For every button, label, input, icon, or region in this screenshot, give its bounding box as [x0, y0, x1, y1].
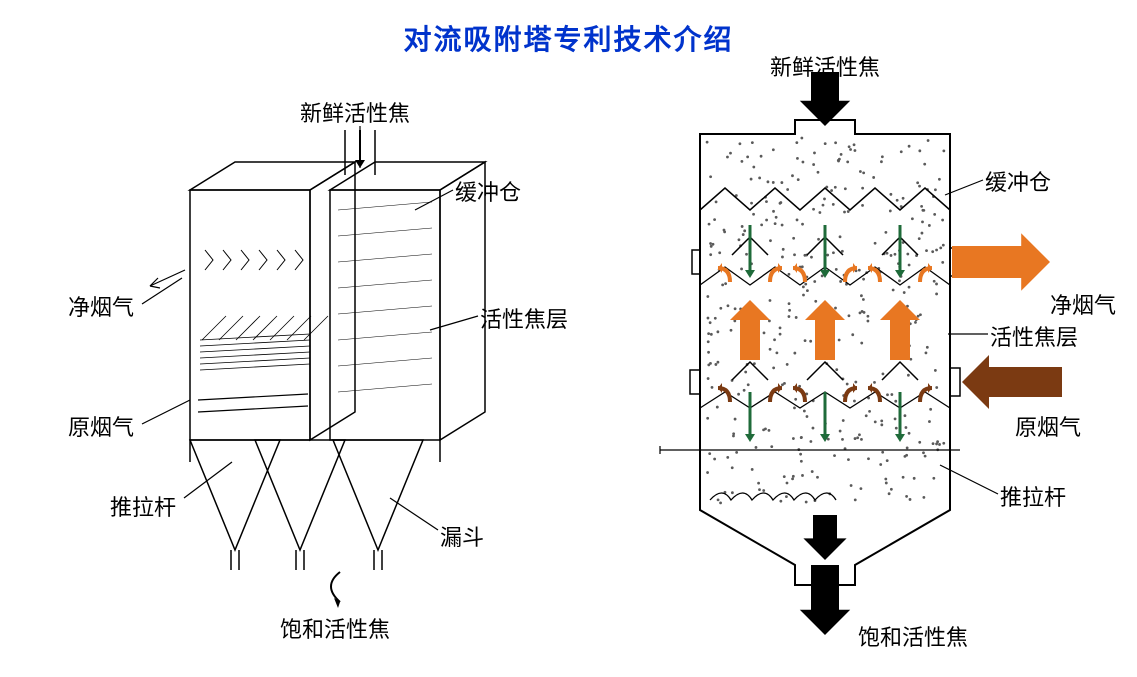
buffer-bin-right-label: 缓冲仓: [985, 165, 1051, 197]
push-rod-left-label: 推拉杆: [110, 490, 176, 522]
sat-coke-right-label: 饱和活性焦: [858, 620, 968, 652]
clean-gas-right-label: 净烟气: [1050, 288, 1116, 320]
funnel-left-label: 漏斗: [440, 520, 484, 552]
buffer-bin-left-label: 缓冲仓: [455, 175, 521, 207]
raw-gas-right-label: 原烟气: [1015, 410, 1081, 442]
coke-layer-left-label: 活性焦层: [480, 302, 568, 334]
fresh-coke-left-label: 新鲜活性焦: [300, 96, 410, 128]
right-diagram: [0, 0, 1137, 677]
coke-layer-right-label: 活性焦层: [990, 320, 1078, 352]
fresh-coke-right-label: 新鲜活性焦: [770, 50, 880, 82]
push-rod-right-label: 推拉杆: [1000, 480, 1066, 512]
clean-gas-left-label: 净烟气: [68, 290, 134, 322]
sat-coke-left-label: 饱和活性焦: [280, 612, 390, 644]
raw-gas-left-label: 原烟气: [68, 410, 134, 442]
